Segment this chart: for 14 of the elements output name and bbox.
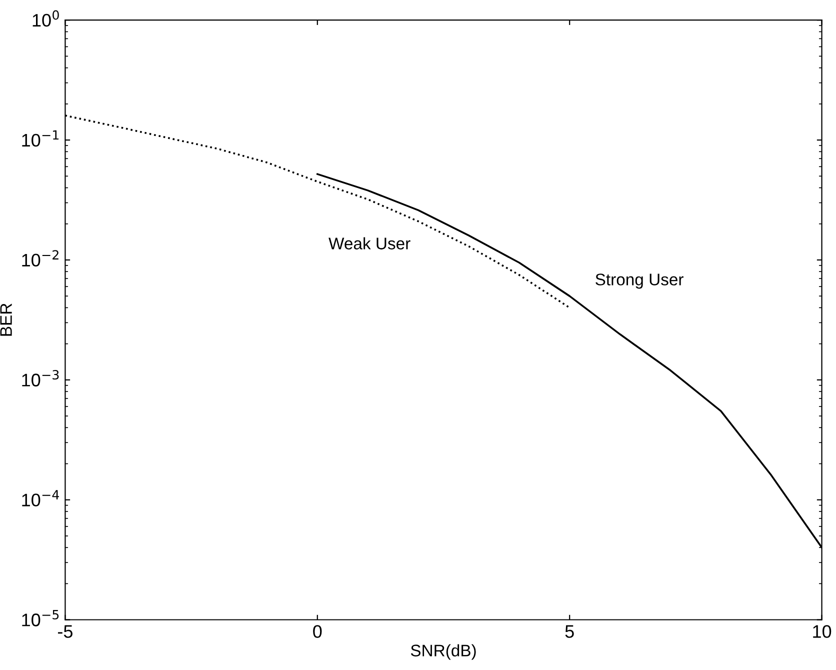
y-tick-label: 10$^{−4}$ [22,490,59,506]
y-tick-label: 10$^{−2}$ [22,250,58,267]
y-tick-label: 10$^{−5}$ [22,610,59,626]
x-tick-label: -5 [58,625,72,638]
series-label: Weak User [328,237,410,250]
x-tick-label: 0 [313,625,322,638]
y-tick-label: 10$^{−3}$ [22,370,59,386]
y-tick-label: 10$^{−1}$ [22,130,59,147]
x-tick-label: 5 [565,625,574,638]
x-axis-title: SNR(dB) [410,644,476,660]
y-tick-label: 10$^{0}$ [32,10,59,27]
series-label: Strong User [596,274,684,289]
y-axis-title: BER [0,304,12,336]
x-tick-label: 10 [813,625,832,638]
